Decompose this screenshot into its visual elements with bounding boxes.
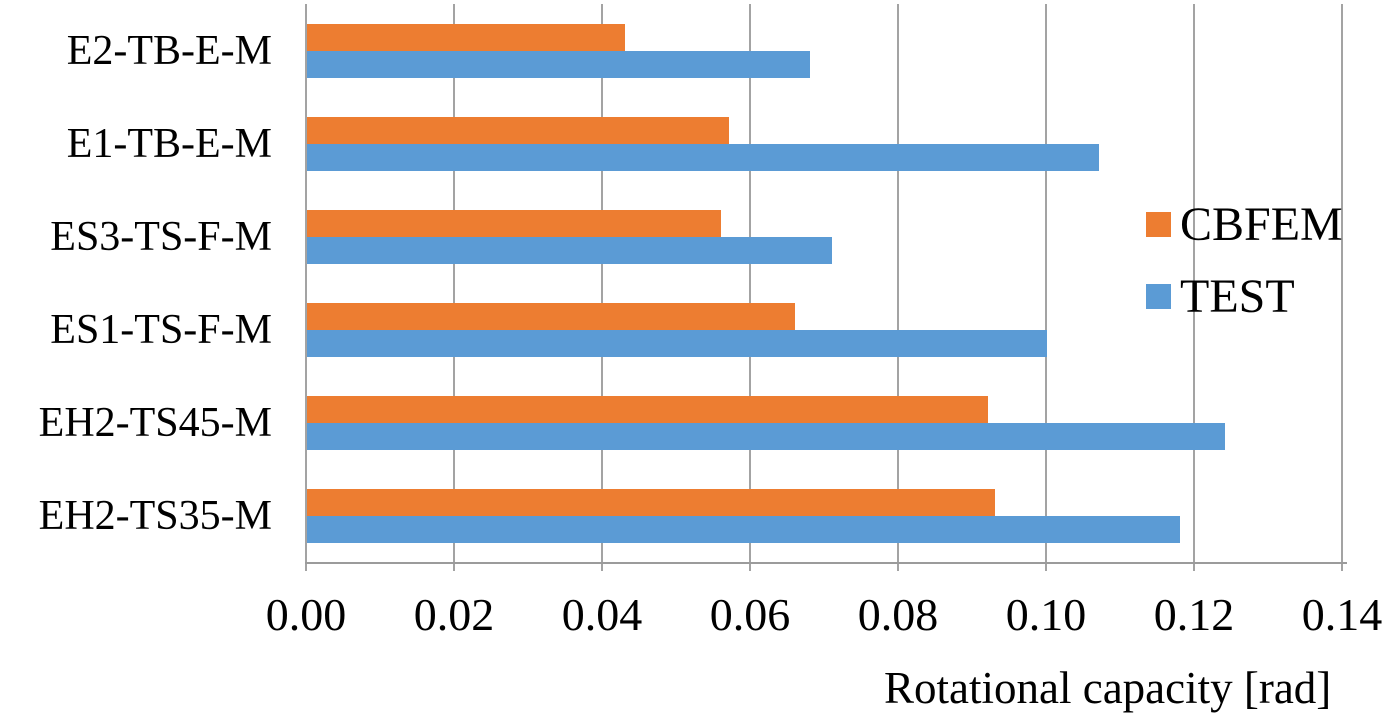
bar-test-es1-ts-f-m <box>307 330 1047 358</box>
bar-cbfem-e1-tb-e-m <box>307 116 729 144</box>
x-gridline <box>453 4 455 571</box>
bar-cbfem-es3-ts-f-m <box>307 209 721 237</box>
x-gridline <box>601 4 603 571</box>
legend: CBFEM TEST <box>1146 198 1343 323</box>
x-gridline <box>1193 4 1195 571</box>
x-gridline <box>1341 4 1343 571</box>
bar-test-e1-tb-e-m <box>307 143 1099 171</box>
bar-cbfem-es1-ts-f-m <box>307 303 795 331</box>
legend-swatch-test <box>1146 283 1171 309</box>
bar-cbfem-eh2-ts45-m <box>307 396 988 424</box>
x-gridline <box>897 4 899 571</box>
category-label: E1-TB-E-M <box>66 120 272 167</box>
bar-test-e2-tb-e-m <box>307 50 810 78</box>
x-tick-label: 0.12 <box>1153 589 1235 640</box>
category-label: EH2-TS35-M <box>38 493 272 540</box>
x-gridline <box>305 4 307 571</box>
category-label: ES3-TS-F-M <box>50 213 272 260</box>
category-label: E2-TB-E-M <box>66 27 272 74</box>
legend-item-test: TEST <box>1146 270 1343 323</box>
x-tick-label: 0.04 <box>561 589 643 640</box>
x-axis-line <box>305 562 1347 564</box>
x-tick-label: 0.14 <box>1301 589 1383 640</box>
legend-swatch-cbfem <box>1146 211 1171 237</box>
legend-item-cbfem: CBFEM <box>1146 198 1343 251</box>
bar-cbfem-e2-tb-e-m <box>307 23 625 51</box>
x-tick-label: 0.08 <box>857 589 939 640</box>
x-tick-label: 0.06 <box>709 589 791 640</box>
legend-label-cbfem: CBFEM <box>1180 197 1343 251</box>
bar-test-es3-ts-f-m <box>307 236 832 264</box>
x-axis-title: Rotational capacity [rad] <box>884 663 1332 713</box>
x-tick-label: 0.00 <box>265 589 347 640</box>
bar-test-eh2-ts35-m <box>307 516 1180 544</box>
bar-cbfem-eh2-ts35-m <box>307 489 995 517</box>
x-gridline <box>1045 4 1047 571</box>
x-tick-label: 0.10 <box>1005 589 1087 640</box>
category-label: ES1-TS-F-M <box>50 307 272 354</box>
legend-label-test: TEST <box>1180 269 1295 323</box>
bar-test-eh2-ts45-m <box>307 423 1225 451</box>
category-label: EH2-TS45-M <box>38 400 272 447</box>
x-gridline <box>749 4 751 571</box>
x-tick-label: 0.02 <box>413 589 495 640</box>
